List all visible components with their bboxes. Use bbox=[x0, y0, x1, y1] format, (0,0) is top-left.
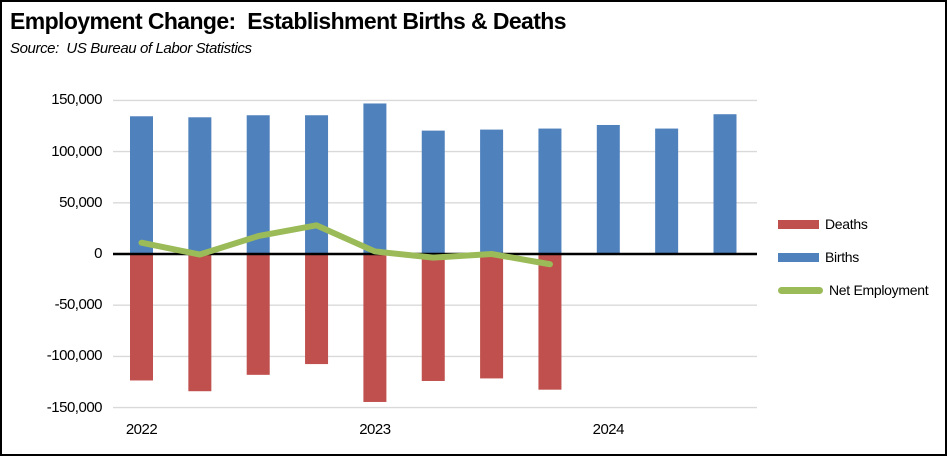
births-bar bbox=[363, 103, 387, 254]
births-bar bbox=[713, 114, 737, 254]
x-tick-label: 2024 bbox=[592, 421, 625, 438]
x-tick-label: 2023 bbox=[359, 421, 391, 438]
births-bar bbox=[538, 128, 562, 254]
births-swatch bbox=[778, 252, 819, 262]
births-bar bbox=[596, 124, 620, 254]
deaths-bar bbox=[305, 254, 329, 365]
deaths-bar bbox=[130, 254, 153, 381]
legend-label-deaths: Deaths bbox=[825, 216, 868, 232]
births-bar bbox=[655, 128, 679, 254]
births-bar bbox=[130, 116, 153, 254]
chart-source: Source: US Bureau of Labor Statistics bbox=[10, 40, 252, 57]
births-bar bbox=[421, 130, 445, 254]
y-tick-label: 150,000 bbox=[51, 91, 102, 109]
legend-item-net-employment: Net Employment bbox=[778, 280, 929, 300]
y-tick-label: -50,000 bbox=[54, 296, 103, 314]
y-tick-label: 0 bbox=[94, 245, 102, 262]
x-tick-label: 2022 bbox=[125, 421, 158, 438]
births-bar bbox=[305, 115, 329, 254]
deaths-bar bbox=[421, 254, 445, 381]
legend-item-deaths: Deaths bbox=[778, 214, 868, 234]
y-tick-label: -100,000 bbox=[46, 347, 103, 365]
births-bar bbox=[188, 117, 212, 255]
deaths-swatch bbox=[778, 219, 819, 229]
net-employment-swatch bbox=[778, 286, 823, 294]
deaths-bar bbox=[538, 254, 562, 390]
net-employment-line bbox=[138, 222, 553, 268]
deaths-bar bbox=[480, 254, 504, 379]
births-bar bbox=[246, 115, 270, 254]
y-tick-label: 100,000 bbox=[51, 142, 102, 160]
legend-item-births: Births bbox=[778, 247, 859, 267]
y-tick-label: 50,000 bbox=[59, 193, 102, 211]
legend-label-births: Births bbox=[825, 249, 859, 265]
deaths-bar bbox=[363, 254, 387, 402]
deaths-bar bbox=[188, 254, 212, 392]
y-tick-label: -150,000 bbox=[46, 398, 103, 416]
legend-label-net-employment: Net Employment bbox=[829, 282, 929, 298]
births-bar bbox=[480, 129, 504, 254]
deaths-bar bbox=[246, 254, 270, 375]
chart-title: Employment Change: Establishment Births … bbox=[10, 8, 567, 34]
